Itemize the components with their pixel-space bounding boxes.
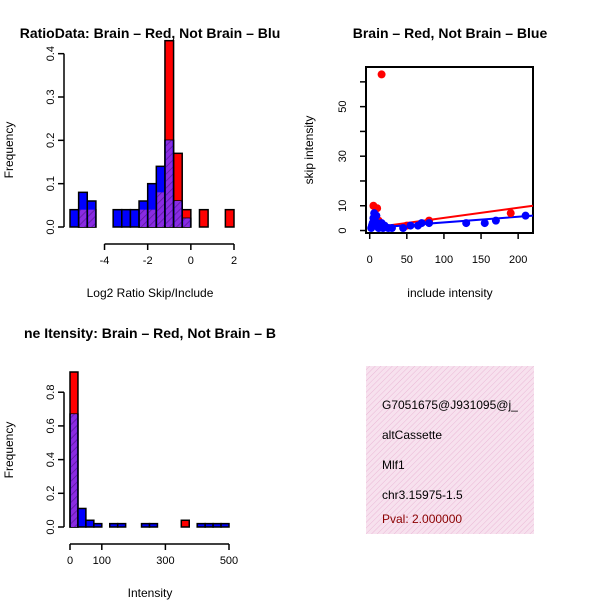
x-tick-label: 150	[472, 254, 490, 266]
x-tick-label: 0	[367, 254, 373, 266]
bar-overlap	[183, 218, 190, 227]
x-tick-label: 500	[220, 555, 238, 567]
bar-not-brain	[116, 522, 127, 528]
point-not-brain	[387, 224, 396, 233]
y-tick-label: 0.4	[45, 46, 57, 61]
intensity-scatter-axes: 0 50 100 150 200 0 10 30 50	[337, 81, 527, 266]
intensity-scatter-title: Brain – Red, Not Brain – Blue	[353, 25, 548, 41]
bar-not-brain	[77, 507, 87, 528]
point-not-brain	[406, 221, 415, 230]
point-not-brain	[521, 211, 530, 220]
ratio-histogram-ylabel: Frequency	[2, 122, 16, 179]
point-not-brain	[417, 219, 426, 228]
bar-brain	[198, 208, 209, 228]
bar-not-brain	[140, 522, 151, 528]
bar-brain	[180, 519, 191, 528]
y-tick-label: 0	[337, 227, 349, 233]
info-pval: Pval: 2.000000	[382, 512, 462, 526]
bar-not-brain	[196, 522, 206, 528]
info-probe-id: G7051675@J931095@j_	[382, 398, 518, 412]
point-not-brain	[372, 211, 381, 220]
bar-overlap	[79, 209, 87, 227]
point-not-brain	[425, 219, 434, 228]
bar-not-brain	[121, 208, 132, 228]
bar-overlap	[148, 209, 156, 227]
info-panel-background	[366, 366, 534, 534]
x-tick-label: 50	[401, 254, 413, 266]
bar-not-brain	[129, 208, 140, 228]
intensity-scatter-frame	[365, 66, 534, 234]
y-tick-label: 0.3	[45, 89, 57, 104]
ratio-histogram-bars	[69, 39, 235, 228]
intensity-scatter-xlabel: include intensity	[407, 286, 492, 300]
y-tick-label: 0.0	[45, 519, 57, 534]
bar-not-brain	[204, 522, 214, 528]
ratio-histogram: RatioData: Brain – Red, Not Brain – Blu …	[2, 25, 280, 300]
point-brain	[377, 70, 386, 79]
point-not-brain	[462, 219, 471, 228]
bar-not-brain	[220, 522, 230, 528]
y-tick-label: 0.4	[45, 452, 57, 467]
y-tick-label: 0.0	[45, 219, 57, 234]
bar-overlap	[71, 414, 77, 527]
bar-overlap	[157, 192, 164, 227]
x-tick-label: 300	[156, 555, 174, 567]
bar-brain	[224, 208, 235, 228]
bar-overlap	[165, 140, 173, 227]
bar-not-brain	[212, 522, 222, 528]
bar-not-brain	[109, 522, 119, 528]
x-tick-label: 0	[188, 255, 194, 267]
bar-not-brain	[112, 208, 123, 228]
y-tick-label: 50	[337, 101, 349, 113]
intensity-histogram-bars	[69, 371, 230, 528]
bar-overlap	[140, 209, 147, 227]
fit-line	[369, 204, 534, 230]
y-tick-label: 10	[337, 200, 349, 212]
ratio-histogram-title: RatioData: Brain – Red, Not Brain – Blu	[20, 25, 281, 41]
intensity-scatter-points	[367, 70, 530, 233]
x-tick-label: 0	[67, 555, 73, 567]
x-tick-label: 100	[93, 555, 111, 567]
y-tick-label: 0.2	[45, 133, 57, 148]
point-not-brain	[399, 224, 408, 233]
info-location: chr3.15975-1.5	[382, 488, 463, 502]
info-gene-name: Mlf1	[382, 458, 405, 472]
y-tick-label: 0.6	[45, 418, 57, 433]
bar-overlap	[88, 209, 95, 227]
intensity-scatter-fit-lines	[369, 204, 534, 230]
fit-line	[369, 214, 534, 230]
intensity-histogram-ylabel: Frequency	[2, 422, 16, 479]
intensity-histogram-xlabel: Intensity	[128, 586, 173, 600]
bar-not-brain	[93, 522, 103, 528]
intensity-scatter-ylabel: skip intensity	[302, 116, 316, 185]
intensity-histogram-axes: 0.0 0.2 0.4 0.6 0.8 0 100 300 500	[45, 385, 238, 567]
x-tick-label: -4	[100, 255, 110, 267]
bar-not-brain	[69, 208, 80, 228]
x-tick-label: 100	[435, 254, 453, 266]
intensity-scatter: Brain – Red, Not Brain – Blue include in…	[302, 25, 547, 300]
y-tick-label: 0.2	[45, 486, 57, 501]
ratio-histogram-xlabel: Log2 Ratio Skip/Include	[87, 286, 214, 300]
info-event-type: altCassette	[382, 428, 442, 442]
info-panel: G7051675@J931095@j_ altCassette Mlf1 chr…	[366, 366, 534, 534]
x-tick-label: -2	[143, 255, 153, 267]
point-brain	[506, 209, 515, 218]
intensity-histogram: ne Itensity: Brain – Red, Not Brain – B …	[2, 325, 276, 600]
x-tick-label: 2	[231, 255, 237, 267]
y-tick-label: 0.8	[45, 385, 57, 400]
bar-overlap	[174, 201, 182, 227]
y-tick-label: 30	[337, 150, 349, 162]
y-tick-label: 0.1	[45, 176, 57, 191]
point-not-brain	[480, 219, 489, 228]
bar-not-brain	[85, 519, 95, 528]
bar-not-brain	[148, 522, 159, 528]
point-not-brain	[491, 216, 500, 225]
x-tick-label: 200	[509, 254, 527, 266]
intensity-histogram-title: ne Itensity: Brain – Red, Not Brain – B	[24, 325, 276, 341]
ratio-histogram-axes: 0.0 0.1 0.2 0.3 0.4 -4 -2 0 2	[45, 46, 237, 267]
